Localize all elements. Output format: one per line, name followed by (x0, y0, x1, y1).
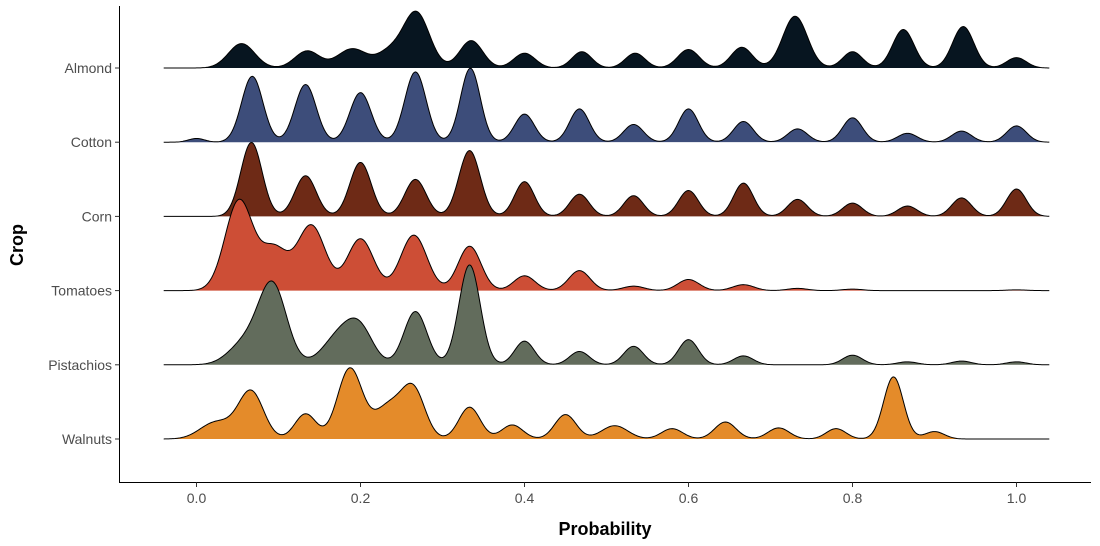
x-tick-label: 0.6 (679, 490, 699, 506)
y-tick-label: Almond (65, 60, 112, 76)
ridges-layer (163, 10, 1050, 440)
x-tick-label: 1.0 (1007, 490, 1027, 506)
x-tick-label: 0.2 (351, 490, 371, 506)
y-tick-label: Walnuts (62, 431, 112, 447)
y-tick-label: Tomatoes (51, 283, 112, 299)
y-axis-ticks: Almond Cotton Corn Tomatoes Pistachios Walnut… (48, 60, 120, 447)
x-tick-label: 0.4 (515, 490, 535, 506)
ridge-corn (163, 141, 1050, 217)
ridge-cotton (163, 67, 1050, 143)
y-tick-label: Corn (82, 208, 112, 224)
ridge-tomatoes (163, 198, 1050, 292)
y-axis-title: Crop (7, 224, 27, 266)
x-tick-label: 0.0 (187, 490, 207, 506)
x-axis-ticks: 0.0 0.2 0.4 0.6 0.8 1.0 (187, 482, 1027, 506)
ridge-walnuts (163, 367, 1050, 440)
x-tick-label: 0.8 (843, 490, 863, 506)
ridge-almond (163, 10, 1050, 69)
y-tick-label: Cotton (71, 134, 112, 150)
ridge-pistachios (163, 264, 1050, 366)
x-axis-title: Probability (558, 519, 651, 539)
y-tick-label: Pistachios (48, 357, 112, 373)
